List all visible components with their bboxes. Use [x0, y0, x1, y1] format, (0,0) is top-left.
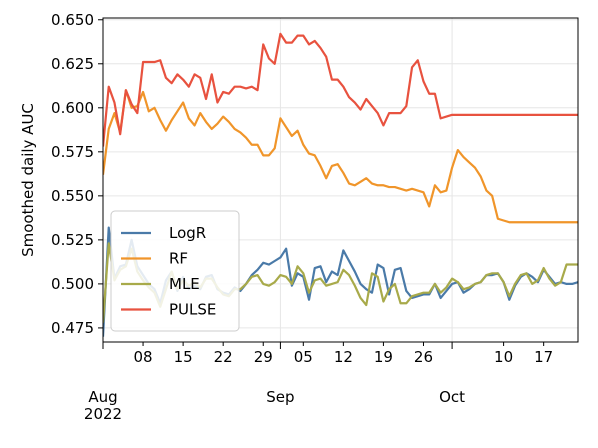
y-tick-label: 0.650 [51, 11, 94, 29]
y-tick-label: 0.525 [51, 231, 94, 249]
legend-label-logr: LogR [169, 224, 206, 242]
y-tick-label: 0.550 [51, 187, 94, 205]
axis-ticks: 0.475 0.500 0.525 0.550 0.575 0.600 0.625 0.650… [51, 11, 553, 423]
y-tick-label: 0.575 [51, 143, 94, 161]
x-minor-tick-label: 17 [534, 348, 553, 366]
legend-label-mle: MLE [169, 275, 200, 293]
x-minor-tick-label: 12 [334, 348, 353, 366]
x-major-tick-sublabel: 2022 [84, 405, 122, 423]
x-major-tick-label: Aug [88, 388, 117, 406]
x-minor-tick-label: 26 [414, 348, 433, 366]
x-minor-tick-label: 19 [374, 348, 393, 366]
legend-label-rf: RF [169, 250, 188, 268]
series-line-rf [103, 89, 578, 224]
x-minor-tick-label: 08 [134, 348, 153, 366]
y-tick-label: 0.500 [51, 275, 94, 293]
x-major-tick-label: Sep [266, 388, 294, 406]
y-axis-label: Smoothed daily AUC [19, 103, 37, 257]
y-tick-label: 0.475 [51, 319, 94, 337]
x-minor-tick-label: 05 [294, 348, 313, 366]
x-minor-tick-label: 10 [494, 348, 513, 366]
x-minor-tick-label: 29 [254, 348, 273, 366]
legend-box [110, 210, 240, 332]
x-major-tick-label: Oct [439, 388, 465, 406]
x-minor-tick-label: 15 [174, 348, 193, 366]
plot-area-frame [102, 17, 579, 343]
legend-label-pulse: PULSE [169, 301, 216, 319]
legend: LogR RF MLE PULSE [110, 210, 240, 332]
x-minor-tick-label: 22 [214, 348, 233, 366]
y-tick-label: 0.625 [51, 55, 94, 73]
y-tick-label: 0.600 [51, 99, 94, 117]
series-line-pulse [103, 32, 578, 147]
